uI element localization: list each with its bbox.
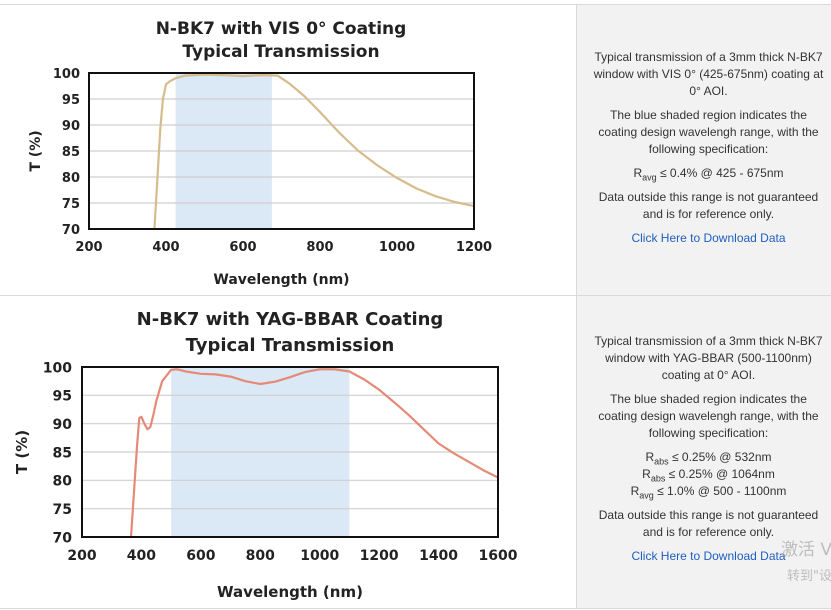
description-cell: Typical transmission of a 3mm thick N-BK… [576,296,831,608]
y-tick-label: 90 [62,119,80,134]
y-tick-label: 70 [53,530,73,546]
spec-item: Rabs ≤ 0.25% @ 1064nm [591,466,826,483]
description-shaded-note: The blue shaded region indicates the coa… [598,392,819,440]
x-axis-label: Wavelength (nm) [213,272,349,288]
activation-watermark-line1: 激活 V [780,540,831,560]
spec-subscript: abs [654,456,669,467]
spec-text: ≤ 0.25% @ 532nm [668,450,772,464]
transmission-chart-vis0: N-BK7 with VIS 0° Coating Typical Transmi… [28,19,492,288]
spec-symbol: R [633,166,643,180]
y-tick-label: 95 [53,389,72,405]
chart-title: N-BK7 with VIS 0° Coating [156,19,407,39]
x-tick-label: 1200 [360,548,399,564]
description-cell: Typical transmission of a 3mm thick N-BK… [576,5,831,295]
x-tick-label: 800 [306,240,333,255]
spec-item: Ravg ≤ 0.4% @ 425 - 675nm [591,165,826,182]
x-tick-label: 400 [127,548,156,564]
y-axis-label: T (%) [13,430,31,474]
x-tick-label: 1000 [379,240,415,255]
chart-cell: N-BK7 with YAG-BBAR Coating Typical Trans… [0,296,575,608]
description-text: Typical transmission of a 3mm thick N-BK… [591,49,826,254]
x-tick-label: 600 [186,548,215,564]
x-tick-label: 400 [152,240,179,255]
x-tick-label: 600 [229,240,256,255]
spec-text: ≤ 0.4% @ 425 - 675nm [656,166,784,180]
chart-subtitle: Typical Transmission [182,42,379,62]
chart-title: N-BK7 with YAG-BBAR Coating [137,309,444,330]
product-row-vis0: N-BK7 with VIS 0° Coating Typical Transmi… [0,4,831,295]
y-tick-label: 75 [53,502,72,518]
x-tick-label: 1600 [479,548,518,564]
y-tick-label: 85 [62,145,80,160]
spec-subscript: avg [639,490,654,501]
description-disclaimer: Data outside this range is not guarantee… [598,508,819,539]
spec-subscript: abs [650,473,666,484]
description-shaded-note: The blue shaded region indicates the coa… [598,108,819,156]
y-tick-label: 90 [53,417,73,433]
download-data-link[interactable]: Click Here to Download Data [631,231,786,245]
plot-frame [81,366,499,538]
spec-text: ≤ 1.0% @ 500 - 1100nm [653,484,787,498]
download-data-link[interactable]: Click Here to Download Data [631,549,786,563]
y-tick-label: 100 [43,360,72,376]
spec-symbol: R [645,450,655,464]
x-axis-label: Wavelength (nm) [217,583,363,601]
y-tick-label: 75 [62,197,80,212]
transmission-chart-yag-bbar: N-BK7 with YAG-BBAR Coating Typical Trans… [13,309,518,601]
spec-text: ≤ 0.25% @ 1064nm [665,467,775,481]
spec-subscript: avg [642,172,657,183]
x-tick-label: 200 [67,548,96,564]
x-tick-label: 1400 [419,548,458,564]
spec-symbol: R [642,467,651,481]
spec-list: Ravg ≤ 0.4% @ 425 - 675nm [591,165,826,182]
x-tick-label: 1200 [456,240,492,255]
product-row-yag-bbar: N-BK7 with YAG-BBAR Coating Typical Trans… [0,295,831,609]
spec-symbol: R [630,484,640,498]
y-axis-label: T (%) [28,130,44,171]
description-summary: Typical transmission of a 3mm thick N-BK… [593,50,824,98]
y-tick-label: 85 [53,445,72,461]
chart-subtitle: Typical Transmission [186,335,395,356]
y-tick-label: 70 [62,223,80,238]
x-tick-label: 200 [75,240,102,255]
y-tick-label: 100 [53,67,80,82]
transmission-series-line [129,368,498,537]
activation-watermark-line2: 转到"设 [787,569,831,584]
transmission-series-line [153,73,474,229]
spec-item: Rabs ≤ 0.25% @ 532nm [591,449,826,466]
description-summary: Typical transmission of a 3mm thick N-BK… [594,334,823,382]
x-tick-label: 1000 [300,548,339,564]
spec-list: Rabs ≤ 0.25% @ 532nm Rabs ≤ 0.25% @ 1064… [591,449,826,500]
description-text: Typical transmission of a 3mm thick N-BK… [591,333,826,572]
spec-item: Ravg ≤ 1.0% @ 500 - 1100nm [591,483,826,500]
chart-cell: N-BK7 with VIS 0° Coating Typical Transmi… [0,5,575,295]
y-tick-label: 95 [62,93,80,108]
plot-frame [88,72,475,230]
description-disclaimer: Data outside this range is not guarantee… [598,190,819,221]
y-tick-label: 80 [62,171,80,186]
x-tick-label: 800 [246,548,275,564]
y-tick-label: 80 [53,474,73,490]
